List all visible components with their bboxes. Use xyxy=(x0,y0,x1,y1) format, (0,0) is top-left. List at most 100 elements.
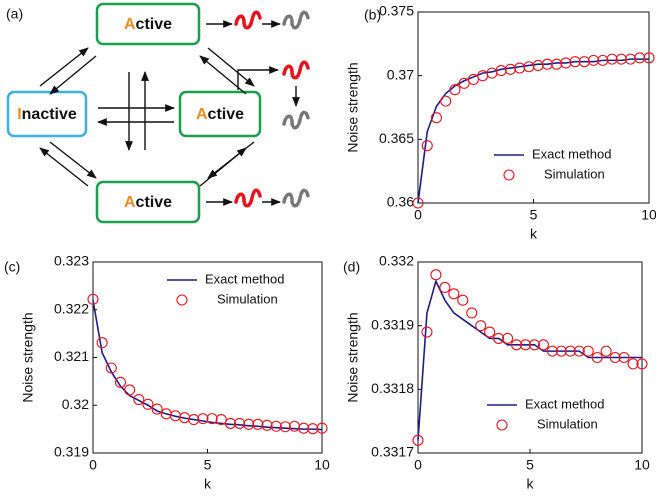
y-tick-label: 0.37 xyxy=(387,66,414,82)
node-box xyxy=(6,90,88,138)
marker xyxy=(288,420,301,432)
node-rest: ctive xyxy=(136,194,173,211)
legend-label: Exact method xyxy=(525,396,605,411)
marker xyxy=(440,95,452,107)
node-rest: ctive xyxy=(208,106,245,123)
node-label: Active xyxy=(124,16,172,33)
legend-swatch xyxy=(503,169,515,181)
marker xyxy=(206,413,218,425)
marker xyxy=(151,403,163,415)
y-tick-label: 0.322 xyxy=(54,300,89,316)
chart: (d) 0 5 10 0.3317 0.3318 0.3319 0.332 k Noise str… xyxy=(343,253,650,492)
marker xyxy=(600,345,612,357)
x-axis-label: k xyxy=(204,476,212,492)
marker xyxy=(458,77,470,89)
marker xyxy=(412,197,424,209)
marker xyxy=(493,332,505,344)
x-axis-label: k xyxy=(527,476,535,492)
marker xyxy=(449,84,461,96)
marker xyxy=(537,339,549,351)
x-tick-label: 5 xyxy=(526,457,534,473)
chart: (b) 0 5 10 0.36 0.365 0.37 0.375 k Noise strength… xyxy=(345,3,656,242)
marker xyxy=(484,326,496,338)
node-initial: A xyxy=(124,194,136,211)
marker xyxy=(457,294,469,306)
legend-swatch xyxy=(496,419,508,431)
marker xyxy=(87,293,99,305)
marker xyxy=(546,345,558,357)
marker xyxy=(609,351,621,364)
x-tick-label: 5 xyxy=(204,457,212,473)
marker xyxy=(511,339,523,351)
marker xyxy=(243,418,255,430)
node-initial: A xyxy=(124,16,136,33)
y-tick-label: 0.3319 xyxy=(371,316,414,332)
marker xyxy=(597,54,609,66)
legend-label: Exact method xyxy=(205,271,285,286)
y-tick-label: 0.332 xyxy=(379,253,414,269)
y-tick-label: 0.3317 xyxy=(371,444,414,460)
marker xyxy=(279,421,291,433)
node-initial: A xyxy=(196,106,208,123)
marker xyxy=(475,320,487,332)
x-tick-label: 10 xyxy=(314,457,330,473)
node-box xyxy=(95,180,201,224)
y-tick-label: 0.319 xyxy=(54,444,89,460)
marker xyxy=(421,140,433,152)
marker xyxy=(224,417,236,429)
x-axis-label: k xyxy=(530,226,538,242)
marker xyxy=(477,70,489,82)
panel-label: (b) xyxy=(364,7,381,23)
panel-label: (c) xyxy=(4,259,20,275)
mrna-icons xyxy=(234,10,310,208)
marker xyxy=(528,339,541,351)
marker xyxy=(430,269,442,281)
marker xyxy=(532,59,544,72)
marker xyxy=(606,53,618,65)
marker xyxy=(215,414,227,426)
diagram: (a) Active Inactive Active Active xyxy=(6,2,310,224)
legend-label: Simulation xyxy=(217,291,278,306)
marker xyxy=(624,53,637,65)
panel-label: (d) xyxy=(343,259,360,275)
y-axis-label: Noise strength xyxy=(20,312,36,402)
y-tick-label: 0.323 xyxy=(54,253,89,269)
marker xyxy=(514,62,526,74)
node-box xyxy=(95,2,201,46)
plot-frame xyxy=(417,11,650,204)
marker xyxy=(551,58,563,70)
y-tick-label: 0.375 xyxy=(379,3,414,19)
y-tick-label: 0.321 xyxy=(54,348,89,364)
y-tick-label: 0.3318 xyxy=(371,380,414,396)
line xyxy=(417,58,649,204)
marker xyxy=(421,326,433,338)
y-tick-label: 0.36 xyxy=(387,194,414,210)
marker xyxy=(105,362,117,374)
node-label: Inactive xyxy=(17,106,77,123)
legend-swatch xyxy=(176,294,188,306)
marker xyxy=(316,422,328,434)
x-tick-label: 10 xyxy=(634,457,650,473)
marker xyxy=(560,57,572,69)
marker xyxy=(618,351,630,364)
x-tick-label: 0 xyxy=(414,457,422,473)
marker xyxy=(627,358,639,370)
marker xyxy=(188,414,200,426)
x-tick-label: 5 xyxy=(530,207,538,223)
node-label: Active xyxy=(124,194,172,211)
marker xyxy=(573,345,585,357)
x-tick-label: 0 xyxy=(414,207,422,223)
legend-label: Simulation xyxy=(537,416,598,431)
arrows xyxy=(39,20,300,206)
marker xyxy=(582,345,594,357)
marker xyxy=(96,337,108,349)
marker xyxy=(124,384,136,396)
marker xyxy=(495,65,507,77)
marker xyxy=(569,56,581,68)
plot-frame xyxy=(92,261,323,454)
line xyxy=(92,300,323,431)
marker xyxy=(578,56,590,68)
node-rest: nactive xyxy=(22,106,77,123)
marker xyxy=(466,307,478,319)
